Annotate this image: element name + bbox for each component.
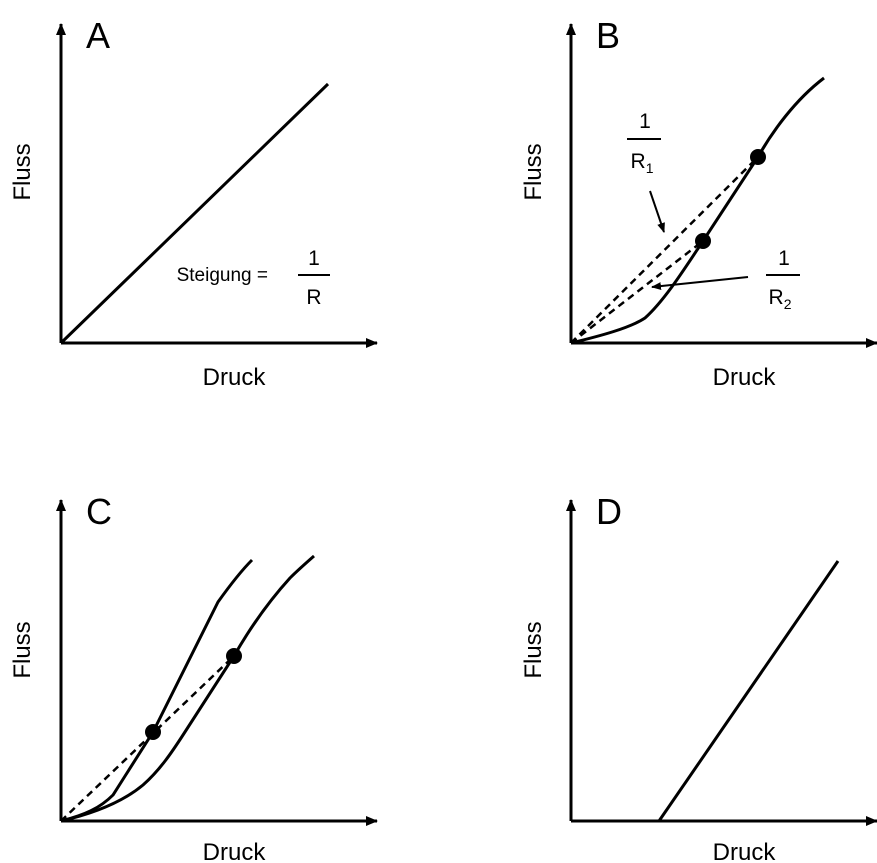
offset-linear-curve [657,560,840,822]
panel-letter: B [596,15,620,56]
r1-pointer-arrow [649,190,665,233]
point-r2 [695,233,711,249]
panel-b: B Fluss Druck 1 R1 1 R2 [520,15,877,391]
pressure-flow-curve [570,76,825,345]
r1-fraction-numerator: 1 [639,110,651,133]
slope-fraction-denominator: R [306,286,321,309]
r2-pointer-arrow [651,276,749,291]
y-axis-label: Fluss [9,621,36,678]
y-axis-label: Fluss [9,143,36,200]
panel-c: C Fluss Druck [9,491,378,863]
panel-letter: D [596,491,622,532]
slope-label: Steigung = [177,265,268,286]
y-axis-label: Fluss [520,621,547,678]
panel-a: A Fluss Druck Steigung = 1 R [9,15,378,391]
panel-d: D Fluss Druck [520,491,877,863]
r1-fraction-denominator: R1 [631,150,654,176]
secant-r1 [570,156,759,344]
panel-letter: A [86,15,110,56]
panel-letter: C [86,491,112,532]
r2-fraction-denominator: R2 [769,286,792,312]
point-r1 [750,149,766,165]
shallow-curve [60,554,315,823]
x-axis-label: Druck [713,839,777,863]
secant-line [60,655,235,822]
x-axis-label: Druck [713,364,777,391]
x-axis-label: Druck [203,839,267,863]
point-shallow [226,648,242,664]
steep-curve [60,558,254,823]
linear-curve [59,82,330,345]
point-steep [145,724,161,740]
slope-fraction-numerator: 1 [308,247,320,270]
x-axis-label: Druck [203,364,267,391]
y-axis-label: Fluss [520,143,547,200]
r2-fraction-numerator: 1 [778,247,790,270]
secant-r2 [570,240,704,344]
